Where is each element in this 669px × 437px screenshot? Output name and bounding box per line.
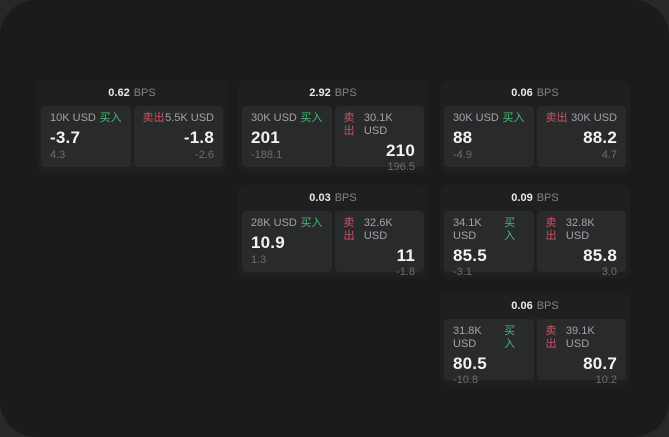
sell-panel[interactable]: 卖出 32.8K USD 85.8 3.0 <box>536 211 626 278</box>
buy-size: 10K USD <box>50 112 96 124</box>
quote-card-3: 0.06 BPS 30K USD 买入 88 -4.9 卖出 30K USD 88… <box>440 80 630 173</box>
sell-label: 卖出 <box>343 112 355 137</box>
sell-price: 11 <box>396 246 415 265</box>
sell-label: 卖出 <box>142 112 165 124</box>
sell-price: 80.7 <box>583 354 617 373</box>
buy-panel[interactable]: 34.1K USD 买入 85.5 -3.1 <box>444 211 534 278</box>
buy-panel[interactable]: 30K USD 买入 88 -4.9 <box>444 106 534 167</box>
sell-panel[interactable]: 卖出 39.1K USD 80.7 10.2 <box>536 319 626 386</box>
buy-label: 买入 <box>504 325 516 350</box>
buy-sub-value: 4.3 <box>50 149 66 161</box>
quote-card-5: 0.09 BPS 34.1K USD 买入 85.5 -3.1 卖出 32.8K … <box>440 185 630 278</box>
buy-panel[interactable]: 30K USD 买入 201 -188.1 <box>242 106 332 167</box>
buy-price: 85.5 <box>453 246 487 265</box>
sell-panel[interactable]: 卖出 32.6K USD 11 -1.8 <box>334 211 424 278</box>
sell-label: 卖出 <box>545 112 568 124</box>
buy-price: 201 <box>251 128 280 147</box>
sell-sub-value: -1.8 <box>396 266 415 278</box>
sell-sub-value: 196.5 <box>387 161 415 173</box>
buy-sub-value: 1.3 <box>251 254 267 266</box>
buy-label: 买入 <box>300 112 323 124</box>
buy-sub-value: -4.9 <box>453 149 472 161</box>
sell-sub-value: -2.6 <box>195 149 214 161</box>
bps-unit-label: BPS <box>334 192 357 204</box>
sell-size: 32.8K USD <box>565 217 595 242</box>
sell-size: 30K USD <box>571 112 617 124</box>
sell-size: 30.1K USD <box>363 112 393 137</box>
buy-label: 买入 <box>502 112 525 124</box>
quote-panels: 30K USD 买入 88 -4.9 卖出 30K USD 88.2 4.7 <box>440 106 630 167</box>
sell-size: 39.1K USD <box>565 325 595 350</box>
quote-panels: 34.1K USD 买入 85.5 -3.1 卖出 32.8K USD 85.8… <box>440 211 630 278</box>
buy-price: -3.7 <box>50 128 81 147</box>
sell-price: 85.8 <box>583 246 617 265</box>
quote-card-2: 2.92 BPS 30K USD 买入 201 -188.1 卖出 30.1K U… <box>238 80 428 173</box>
bps-unit-label: BPS <box>334 87 357 99</box>
sell-label: 卖出 <box>343 217 355 242</box>
quote-panels: 30K USD 买入 201 -188.1 卖出 30.1K USD 210 1… <box>238 106 428 173</box>
quote-card-6: 0.06 BPS 31.8K USD 买入 80.5 -10.8 卖出 39.1K… <box>440 293 630 386</box>
buy-size: 31.8K USD <box>453 325 482 350</box>
buy-size: 30K USD <box>453 112 499 124</box>
bps-value: 0.09 <box>511 192 533 204</box>
sell-panel[interactable]: 卖出 30K USD 88.2 4.7 <box>536 106 626 167</box>
bps-header: 2.92 BPS <box>238 80 428 106</box>
bps-header: 0.03 BPS <box>238 185 428 211</box>
buy-price: 80.5 <box>453 354 487 373</box>
bps-unit-label: BPS <box>536 87 559 99</box>
buy-label: 买入 <box>300 217 323 229</box>
buy-size: 34.1K USD <box>453 217 482 242</box>
bps-header: 0.09 BPS <box>440 185 630 211</box>
bps-value: 0.62 <box>108 87 130 99</box>
bps-header: 0.62 BPS <box>37 80 227 106</box>
bps-value: 0.03 <box>309 192 331 204</box>
sell-sub-value: 3.0 <box>601 266 617 278</box>
quote-panels: 28K USD 买入 10.9 1.3 卖出 32.6K USD 11 -1.8 <box>238 211 428 278</box>
sell-price: -1.8 <box>183 128 214 147</box>
sell-label: 卖出 <box>545 217 557 242</box>
sell-sub-value: 4.7 <box>601 149 617 161</box>
sell-price: 210 <box>386 141 415 160</box>
quote-panels: 31.8K USD 买入 80.5 -10.8 卖出 39.1K USD 80.… <box>440 319 630 386</box>
bps-unit-label: BPS <box>536 192 559 204</box>
sell-sub-value: 10.2 <box>595 374 617 386</box>
bps-header: 0.06 BPS <box>440 293 630 319</box>
bps-value: 2.92 <box>309 87 331 99</box>
bps-unit-label: BPS <box>536 300 559 312</box>
buy-price: 10.9 <box>251 233 285 252</box>
bps-header: 0.06 BPS <box>440 80 630 106</box>
quote-card-1: 0.62 BPS 10K USD 买入 -3.7 4.3 卖出 5.5K USD … <box>37 80 227 173</box>
bps-value: 0.06 <box>511 300 533 312</box>
sell-size: 32.6K USD <box>363 217 393 242</box>
bps-value: 0.06 <box>511 87 533 99</box>
sell-price: 88.2 <box>583 128 617 147</box>
buy-panel[interactable]: 10K USD 买入 -3.7 4.3 <box>41 106 131 167</box>
quote-panels: 10K USD 买入 -3.7 4.3 卖出 5.5K USD -1.8 -2.… <box>37 106 227 167</box>
buy-size: 28K USD <box>251 217 297 229</box>
quote-card-4: 0.03 BPS 28K USD 买入 10.9 1.3 卖出 32.6K USD… <box>238 185 428 278</box>
buy-label: 买入 <box>504 217 516 242</box>
bps-unit-label: BPS <box>133 87 156 99</box>
buy-panel[interactable]: 28K USD 买入 10.9 1.3 <box>242 211 332 272</box>
buy-sub-value: -10.8 <box>453 374 479 386</box>
buy-sub-value: -3.1 <box>453 266 472 278</box>
buy-sub-value: -188.1 <box>251 149 283 161</box>
sell-panel[interactable]: 卖出 30.1K USD 210 196.5 <box>334 106 424 173</box>
sell-label: 卖出 <box>545 325 557 350</box>
buy-size: 30K USD <box>251 112 297 124</box>
sell-panel[interactable]: 卖出 5.5K USD -1.8 -2.6 <box>133 106 223 167</box>
buy-label: 买入 <box>99 112 122 124</box>
buy-price: 88 <box>453 128 473 147</box>
sell-size: 5.5K USD <box>165 112 214 124</box>
buy-panel[interactable]: 31.8K USD 买入 80.5 -10.8 <box>444 319 534 386</box>
